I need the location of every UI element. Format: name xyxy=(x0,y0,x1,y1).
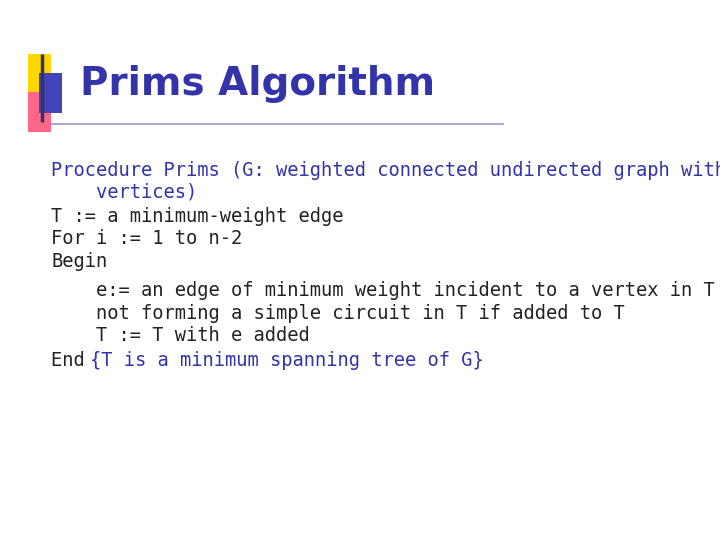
FancyBboxPatch shape xyxy=(38,73,62,113)
FancyBboxPatch shape xyxy=(28,92,51,132)
Text: For i := 1 to n-2: For i := 1 to n-2 xyxy=(51,229,243,248)
Text: Begin: Begin xyxy=(51,252,107,271)
FancyBboxPatch shape xyxy=(28,54,51,94)
Text: e:= an edge of minimum weight incident to a vertex in T and: e:= an edge of minimum weight incident t… xyxy=(51,281,720,300)
Text: T := a minimum-weight edge: T := a minimum-weight edge xyxy=(51,206,344,226)
Text: not forming a simple circuit in T if added to T: not forming a simple circuit in T if add… xyxy=(51,303,625,323)
Text: T := T with e added: T := T with e added xyxy=(51,326,310,346)
Text: {T is a minimum spanning tree of G}: {T is a minimum spanning tree of G} xyxy=(90,350,484,370)
Text: Procedure Prims (G: weighted connected undirected graph with n: Procedure Prims (G: weighted connected u… xyxy=(51,160,720,180)
Text: End: End xyxy=(51,350,96,370)
Text: vertices): vertices) xyxy=(51,182,197,201)
Text: Prims Algorithm: Prims Algorithm xyxy=(80,65,435,103)
